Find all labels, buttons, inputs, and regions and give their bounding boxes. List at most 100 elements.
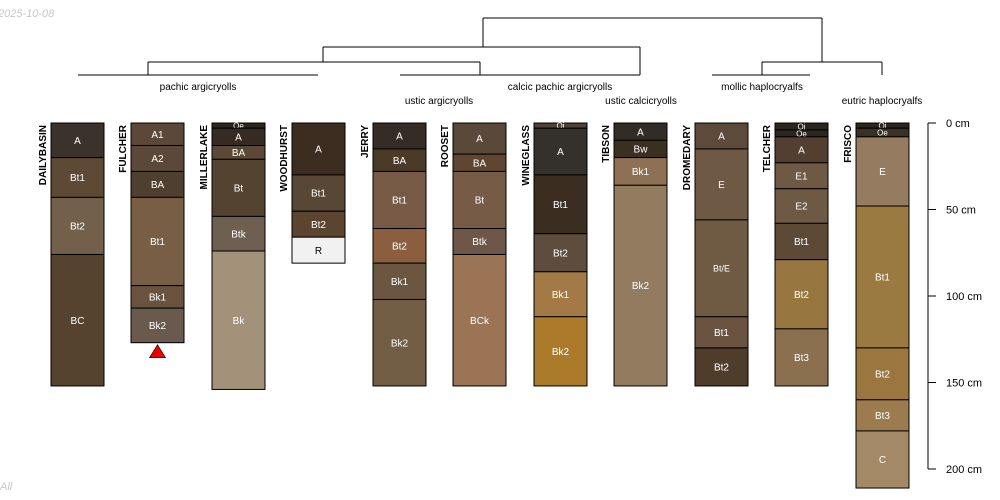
- horizon-label: Bt3: [794, 353, 809, 364]
- horizon-label: Bt: [475, 196, 485, 207]
- horizon-label: Oe: [796, 129, 807, 138]
- group-label: ustic argicryolls: [405, 96, 473, 107]
- profile-name: WINEGLASS: [521, 125, 532, 186]
- group-label: pachic argicryolls: [160, 82, 237, 93]
- horizon-rect: [130, 196, 185, 287]
- profile-rooset: ROOSET A BA Bt Btk BCk: [440, 122, 507, 387]
- horizon-rect: [130, 144, 185, 172]
- horizon-label: Oe: [877, 128, 888, 137]
- horizon-label: A: [315, 145, 322, 156]
- horizon-label: Btk: [231, 229, 246, 240]
- horizon-label: A: [798, 145, 805, 156]
- profile-name: DROMEDARY: [682, 125, 693, 191]
- profile-dailybasin: DAILYBASIN A Bt1 Bt2 BC: [38, 122, 105, 387]
- horizon-label: Oe: [233, 121, 244, 130]
- horizon-rect: [613, 184, 668, 387]
- horizon-label: Bk2: [149, 321, 167, 332]
- horizon-label: A: [557, 147, 564, 158]
- group-label: ustic calcicryolls: [605, 96, 677, 107]
- horizon-label: R: [315, 246, 322, 257]
- profile-dromedary: DROMEDARY A E Bt/E Bt1 Bt2: [682, 122, 749, 387]
- horizon-label: BA: [473, 158, 487, 169]
- horizon-label: E1: [795, 171, 808, 182]
- dendrogram-branch-alfs: [761, 61, 883, 75]
- horizon-label: Bk1: [552, 290, 570, 301]
- soil-profiles: DAILYBASIN A Bt1 Bt2 BC FULCHER A1 A2 BA Bt1 Bk1 Bk…: [38, 121, 910, 489]
- horizon-label: A: [396, 132, 403, 143]
- horizon-rect: [694, 122, 749, 150]
- horizon-label: A: [718, 132, 725, 143]
- horizon-label: Bw: [634, 145, 649, 156]
- horizon-rect: [372, 170, 427, 230]
- horizon-label: A1: [151, 130, 164, 141]
- horizon-rect: [533, 316, 588, 387]
- horizon-label: Bt2: [553, 248, 568, 259]
- profile-name: DAILYBASIN: [38, 125, 49, 185]
- profile-name: TIBSON: [601, 125, 612, 163]
- profile-name: JERRY: [360, 125, 371, 158]
- horizon-rect: [211, 215, 266, 252]
- horizon-rect: [291, 236, 346, 264]
- profile-name: TELCHER: [762, 124, 773, 172]
- horizon-label: Bt3: [875, 411, 890, 422]
- horizon-label: A2: [151, 154, 164, 165]
- horizon-label: BC: [71, 316, 85, 327]
- profile-wineglass: WINEGLASS Oi A Bt1 Bt2 Bk1 Bk2: [521, 121, 588, 387]
- horizon-label: A: [235, 132, 242, 143]
- horizon-label: Bt1: [392, 196, 407, 207]
- dendrogram-branch-left: [322, 46, 641, 75]
- horizon-rect: [452, 253, 507, 387]
- footer-stamp: All: [0, 481, 13, 493]
- horizon-rect: [855, 347, 910, 401]
- horizon-label: E: [879, 167, 886, 178]
- horizon-label: Bk2: [632, 281, 650, 292]
- horizon-label: Oi: [557, 121, 565, 130]
- dendrogram-branch-pachic: [147, 61, 481, 75]
- group-label: mollic haplocryalfs: [721, 82, 803, 93]
- horizon-label: Bt1: [794, 237, 809, 248]
- horizon-rect: [211, 250, 266, 390]
- horizon-label: A: [637, 127, 644, 138]
- profile-millerlake: MILLERLAKE Oe A BA Bt Btk Bk: [199, 121, 266, 390]
- horizon-label: Bt/E: [713, 264, 730, 274]
- horizon-label: E: [718, 180, 725, 191]
- horizon-label: Bk2: [552, 347, 570, 358]
- horizon-label: Bt1: [150, 237, 165, 248]
- horizon-label: Bt1: [311, 189, 326, 200]
- horizon-label: Bt2: [311, 220, 326, 231]
- horizon-label: Bk2: [391, 338, 409, 349]
- horizon-rect: [694, 219, 749, 318]
- profile-name: FRISCO: [843, 125, 854, 163]
- horizon-label: Oi: [798, 122, 806, 131]
- group-label: calcic pachic argicryolls: [508, 82, 612, 93]
- horizon-label: Bt1: [70, 173, 85, 184]
- horizon-label: Bt2: [392, 241, 407, 252]
- date-stamp: 2025-10-08: [0, 8, 55, 20]
- horizon-label: Bt: [234, 183, 244, 194]
- horizon-rect: [855, 430, 910, 489]
- horizon-label: Bt2: [875, 369, 890, 380]
- horizon-rect: [50, 157, 105, 198]
- horizon-label: Bk: [233, 316, 246, 327]
- horizon-label: Oi: [879, 121, 887, 130]
- profile-fulcher: FULCHER A1 A2 BA Bt1 Bk1 Bk2: [118, 122, 185, 359]
- horizon-rect: [130, 307, 185, 344]
- horizon-label: Bt1: [875, 273, 890, 284]
- horizon-label: Bt2: [794, 290, 809, 301]
- horizon-label: Bt1: [553, 200, 568, 211]
- horizon-label: BA: [232, 148, 246, 159]
- horizon-rect: [774, 328, 829, 387]
- horizon-rect: [50, 122, 105, 159]
- horizon-rect: [372, 298, 427, 387]
- profile-tibson: TIBSON A Bw Bk1 Bk2: [601, 122, 668, 387]
- horizon-rect: [774, 162, 829, 190]
- horizon-label: Bt2: [70, 222, 85, 233]
- axis-tick-label: 0 cm: [946, 118, 970, 130]
- horizon-label: Bt1: [714, 328, 729, 339]
- axis-tick-label: 50 cm: [946, 205, 976, 217]
- group-label: eutric haplocryalfs: [842, 96, 923, 107]
- axis-tick-label: 200 cm: [946, 464, 982, 476]
